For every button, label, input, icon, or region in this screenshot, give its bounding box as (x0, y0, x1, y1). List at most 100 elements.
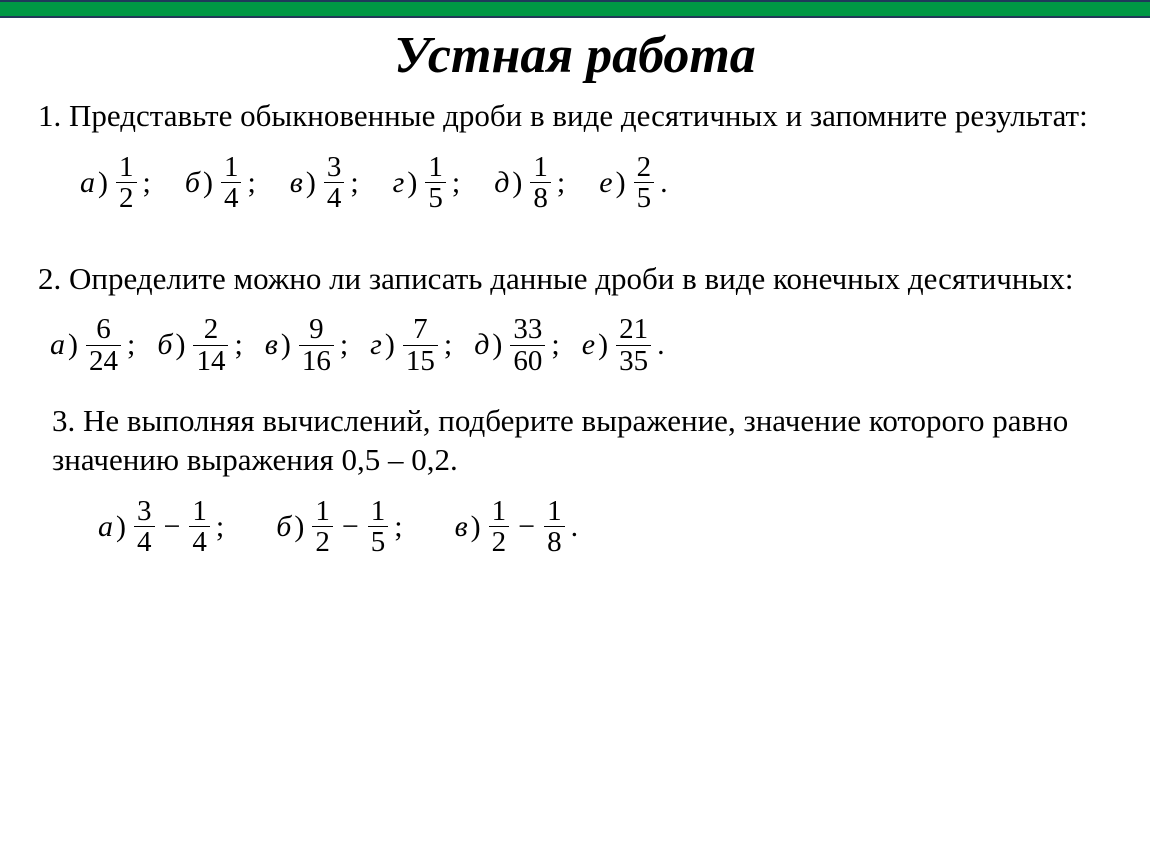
denominator: 14 (193, 345, 228, 376)
minus-sign: − (518, 510, 535, 544)
item-letter: е (582, 328, 595, 362)
q2-prompt: 2. Определите можно ли записать данные д… (38, 260, 1112, 299)
numerator: 1 (189, 496, 210, 526)
punct: ; (557, 166, 565, 200)
q2-item-a: а ) 6 24 ; (50, 314, 135, 376)
minus-sign: − (164, 510, 181, 544)
item-letter: г (393, 166, 405, 200)
numerator: 3 (134, 496, 155, 526)
q1-fractions: а ) 1 2 ; б ) 1 4 ; в ) 3 4 ; (80, 152, 1112, 214)
q1-item-v: в ) 3 4 ; (290, 152, 359, 214)
paren: ) (512, 166, 522, 200)
fraction: 1 2 (116, 152, 137, 214)
punct: ; (247, 166, 255, 200)
denominator: 4 (189, 526, 210, 557)
q1-item-b: б ) 1 4 ; (185, 152, 256, 214)
fraction: 2 5 (634, 152, 655, 214)
numerator: 1 (116, 152, 137, 182)
numerator: 1 (368, 496, 389, 526)
paren: ) (407, 166, 417, 200)
item-letter: б (185, 166, 200, 200)
fraction: 1 4 (221, 152, 242, 214)
fraction: 6 24 (86, 314, 121, 376)
denominator: 2 (116, 182, 137, 213)
punct: ; (394, 510, 402, 544)
paren: ) (471, 510, 481, 544)
fraction-left: 1 2 (312, 496, 333, 558)
denominator: 4 (221, 182, 242, 213)
punct: ; (444, 328, 452, 362)
paren: ) (98, 166, 108, 200)
q3-item-a: а ) 3 4 − 1 4 ; (98, 496, 224, 558)
fraction: 9 16 (299, 314, 334, 376)
q2-item-v: в ) 9 16 ; (265, 314, 348, 376)
q2-item-d: д ) 33 60 ; (474, 314, 560, 376)
item-letter: д (494, 166, 509, 200)
item-letter: а (50, 328, 65, 362)
punct: ; (340, 328, 348, 362)
denominator: 5 (634, 182, 655, 213)
item-letter: е (599, 166, 612, 200)
q3-expressions: а ) 3 4 − 1 4 ; б ) 1 2 − 1 5 (98, 496, 1112, 558)
paren: ) (281, 328, 291, 362)
minus-sign: − (342, 510, 359, 544)
numerator: 2 (201, 314, 222, 344)
fraction: 7 15 (403, 314, 438, 376)
punct: ; (234, 328, 242, 362)
numerator: 1 (544, 496, 565, 526)
item-letter: д (474, 328, 489, 362)
numerator: 33 (510, 314, 545, 344)
fraction-right: 1 5 (368, 496, 389, 558)
punct: ; (127, 328, 135, 362)
item-letter: в (265, 328, 278, 362)
numerator: 1 (221, 152, 242, 182)
punct: ; (350, 166, 358, 200)
numerator: 7 (410, 314, 431, 344)
punct: . (660, 166, 668, 200)
paren: ) (598, 328, 608, 362)
header-bar (0, 0, 1150, 18)
fraction: 3 4 (324, 152, 345, 214)
numerator: 1 (312, 496, 333, 526)
q3-prompt: 3. Не выполняя вычислений, подберите выр… (52, 402, 1112, 480)
fraction-right: 1 8 (544, 496, 565, 558)
denominator: 60 (510, 345, 545, 376)
paren: ) (175, 328, 185, 362)
paren: ) (116, 510, 126, 544)
numerator: 1 (425, 152, 446, 182)
denominator: 5 (425, 182, 446, 213)
punct: ; (143, 166, 151, 200)
denominator: 4 (134, 526, 155, 557)
q1-item-a: а ) 1 2 ; (80, 152, 151, 214)
punct: . (657, 328, 665, 362)
paren: ) (203, 166, 213, 200)
paren: ) (492, 328, 502, 362)
paren: ) (294, 510, 304, 544)
denominator: 4 (324, 182, 345, 213)
q2-item-e: е ) 21 35 . (582, 314, 665, 376)
denominator: 8 (544, 526, 565, 557)
paren: ) (385, 328, 395, 362)
denominator: 24 (86, 345, 121, 376)
numerator: 6 (93, 314, 114, 344)
item-letter: в (290, 166, 303, 200)
punct: . (571, 510, 579, 544)
fraction: 21 35 (616, 314, 651, 376)
item-letter: б (276, 510, 291, 544)
fraction: 33 60 (510, 314, 545, 376)
numerator: 21 (616, 314, 651, 344)
item-letter: в (455, 510, 468, 544)
fraction: 1 8 (530, 152, 551, 214)
content: 1. Представьте обыкновенные дроби в виде… (0, 97, 1150, 558)
q2-item-g: г ) 7 15 ; (370, 314, 452, 376)
q2-item-b: б ) 2 14 ; (157, 314, 242, 376)
denominator: 2 (489, 526, 510, 557)
q1-prompt: 1. Представьте обыкновенные дроби в виде… (38, 97, 1112, 136)
denominator: 2 (312, 526, 333, 557)
item-letter: а (98, 510, 113, 544)
q1-item-e: е ) 2 5 . (599, 152, 667, 214)
q2-fractions: а ) 6 24 ; б ) 2 14 ; в ) 9 16 ; (50, 314, 1112, 376)
numerator: 3 (324, 152, 345, 182)
fraction: 2 14 (193, 314, 228, 376)
denominator: 16 (299, 345, 334, 376)
